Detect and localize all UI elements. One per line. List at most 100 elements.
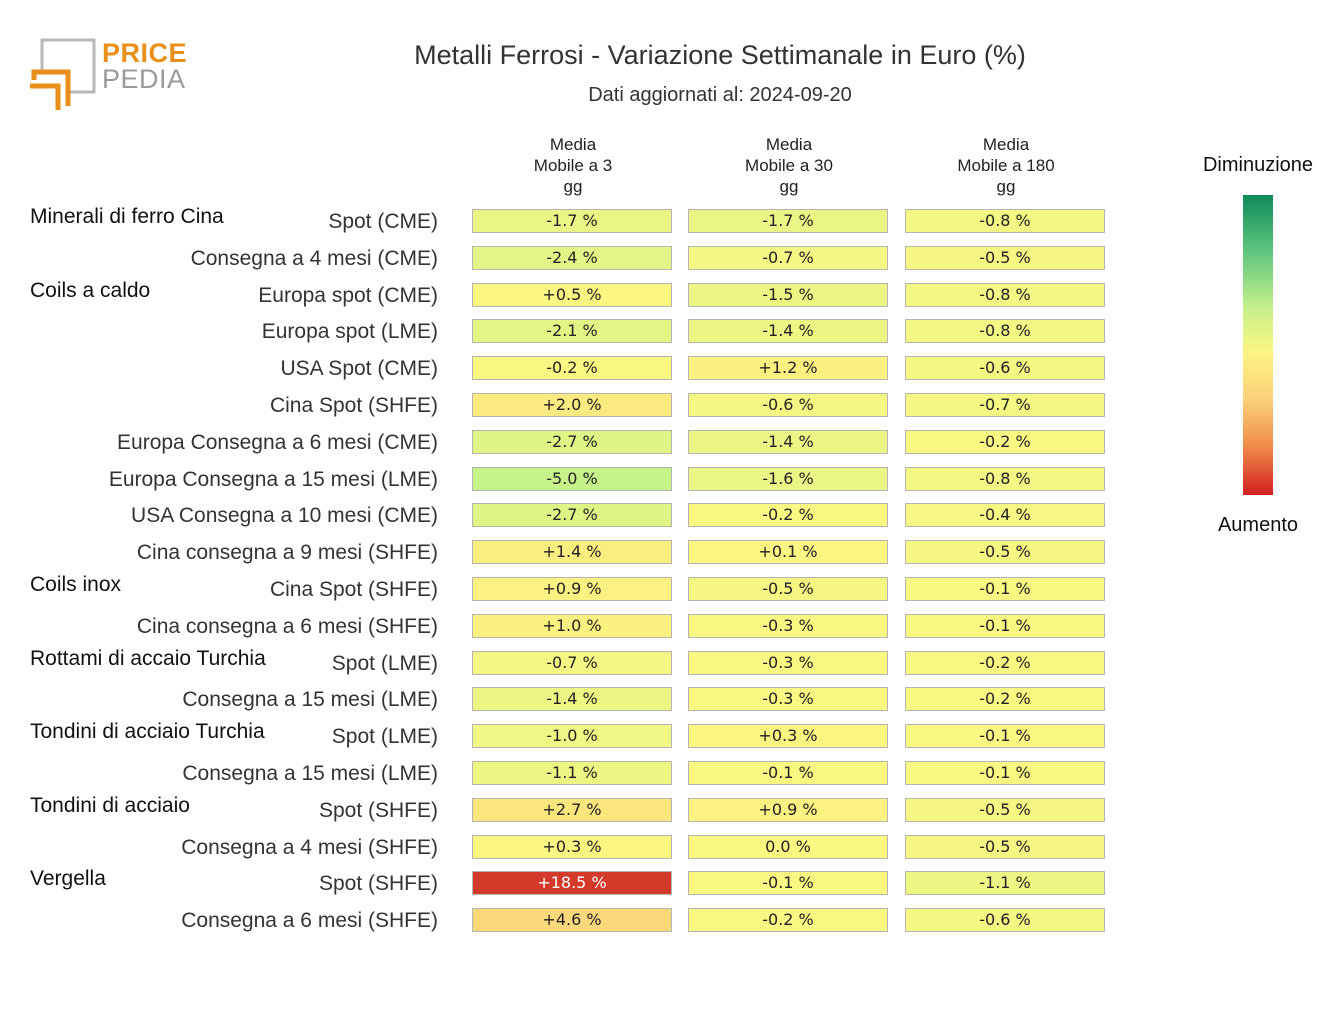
heatmap-cell: -0.4 % [905, 503, 1105, 528]
group-label: Minerali di ferro Cina [30, 205, 224, 228]
heatmap-cell: -0.7 % [472, 650, 672, 675]
heatmap-cell: -0.2 % [905, 650, 1105, 675]
heatmap-cell: -0.3 % [688, 650, 888, 675]
heatmap-cell: -0.3 % [688, 687, 888, 712]
heatmap-cell: +0.3 % [472, 834, 672, 859]
row-label: Cina consegna a 9 mesi (SHFE) [136, 541, 438, 565]
heatmap-cell: -1.1 % [905, 871, 1105, 896]
row-label: Europa spot (LME) [261, 320, 438, 344]
heatmap-cell: +0.3 % [688, 724, 888, 749]
group-label: Coils inox [30, 573, 122, 596]
group-label: Tondini di acciaio [30, 793, 190, 817]
row-label: USA Spot (CME) [280, 357, 438, 381]
row-label: Spot (CME) [328, 210, 438, 233]
row-label: Cina consegna a 6 mesi (SHFE) [136, 614, 438, 638]
column-header-line: Media [549, 135, 597, 154]
heatmap-cell: -0.7 % [905, 393, 1105, 417]
heatmap-cell: -0.8 % [905, 282, 1105, 307]
row-label: Cina Spot (SHFE) [269, 394, 438, 417]
row-label: Europa Consegna a 15 mesi (LME) [108, 467, 438, 491]
heatmap-cell: +18.5 % [472, 871, 672, 896]
heatmap-cell: -0.6 % [905, 356, 1105, 381]
heatmap-cell: -0.2 % [688, 908, 888, 933]
column-header-line: Mobile a 3 [533, 156, 613, 175]
heatmap-cell: -2.1 % [472, 319, 672, 344]
legend-bottom-label: Aumento [1217, 514, 1299, 536]
column-header-line: Media [982, 135, 1030, 154]
heatmap-cell: -0.5 % [905, 540, 1105, 565]
row-label: Cina Spot (SHFE) [269, 578, 438, 601]
row-label: Consegna a 6 mesi (SHFE) [181, 909, 438, 933]
column-header: Media Mobile a 30 gg [688, 134, 890, 197]
legend-color-bar [1243, 195, 1273, 495]
group-label: Coils a caldo [30, 278, 151, 302]
heatmap-cell: -2.7 % [472, 429, 672, 454]
column-header: Media Mobile a 180 gg [905, 134, 1107, 197]
column-header-line: gg [563, 177, 583, 196]
heatmap-cell: +0.5 % [472, 282, 672, 307]
heatmap-cell: -1.4 % [472, 687, 672, 712]
heatmap-cell: -2.7 % [472, 503, 672, 528]
group-label: Tondini di acciaio Turchia [30, 720, 265, 744]
heatmap-cell: -0.8 % [905, 466, 1105, 491]
heatmap-cell: -0.1 % [905, 577, 1105, 601]
heatmap-cell: +4.6 % [472, 908, 672, 933]
heatmap-cell: -1.6 % [688, 466, 888, 491]
heatmap-cell: -0.1 % [905, 761, 1105, 785]
heatmap-cell: -1.5 % [688, 282, 888, 307]
row-label: Consegna a 15 mesi (LME) [182, 762, 438, 785]
row-label: Europa Consegna a 6 mesi (CME) [117, 430, 438, 454]
heatmap-cell: -1.1 % [472, 761, 672, 785]
heatmap-cell: -0.5 % [905, 834, 1105, 859]
heatmap-cell: 0.0 % [688, 834, 888, 859]
heatmap-cell: -0.6 % [905, 908, 1105, 933]
heatmap-cell: -0.5 % [905, 245, 1105, 270]
row-label: Spot (LME) [331, 725, 438, 749]
heatmap-cell: -1.7 % [688, 209, 888, 233]
heatmap-cell: +0.1 % [688, 540, 888, 565]
column-header: Media Mobile a 3 gg [472, 134, 674, 197]
column-header-line: Media [765, 135, 813, 154]
row-label: Spot (SHFE) [318, 872, 438, 896]
heatmap-cell: -2.4 % [472, 245, 672, 270]
group-label: Rottami di accaio Turchia [30, 646, 266, 670]
row-label: Consegna a 15 mesi (LME) [182, 688, 438, 712]
column-header-line: gg [779, 177, 799, 196]
heatmap-cell: +1.4 % [472, 540, 672, 565]
heatmap-cell: -5.0 % [472, 466, 672, 491]
logo-text-price: PRICE [102, 38, 188, 68]
heatmap-cell: -0.1 % [905, 613, 1105, 638]
heatmap-cell: +1.2 % [688, 356, 888, 381]
heatmap-cell: -0.2 % [472, 356, 672, 381]
heatmap-cell: -0.5 % [688, 577, 888, 601]
heatmap-cell: +0.9 % [688, 797, 888, 822]
row-label: Consegna a 4 mesi (SHFE) [181, 835, 438, 859]
column-header-line: Mobile a 30 [745, 156, 833, 175]
heatmap-cell: -0.8 % [905, 319, 1105, 344]
heatmap-cell: -1.0 % [472, 724, 672, 749]
pricepedia-logo: PRICE PEDIA [28, 36, 188, 112]
heatmap-cell: -0.3 % [688, 613, 888, 638]
row-label: Spot (LME) [331, 651, 438, 675]
column-header-line: gg [996, 177, 1016, 196]
heatmap-cell: -1.4 % [688, 429, 888, 454]
heatmap-cell: +2.7 % [472, 797, 672, 822]
row-label: Spot (SHFE) [318, 798, 438, 822]
group-label: Vergella [30, 867, 106, 891]
heatmap-cell: -0.8 % [905, 209, 1105, 233]
heatmap-cell: -0.1 % [688, 761, 888, 785]
heatmap-cell: -1.7 % [472, 209, 672, 233]
heatmap-cell: +2.0 % [472, 393, 672, 417]
heatmap-cell: -0.2 % [905, 429, 1105, 454]
heatmap-cell: +0.9 % [472, 577, 672, 601]
row-label: Europa spot (CME) [258, 283, 438, 307]
heatmap-cell: -0.2 % [688, 503, 888, 528]
heatmap-cell: -0.5 % [905, 797, 1105, 822]
heatmap-cell: -0.7 % [688, 245, 888, 270]
heatmap-cell: -1.4 % [688, 319, 888, 344]
row-label: USA Consegna a 10 mesi (CME) [131, 504, 438, 528]
chart-title: Metalli Ferrosi - Variazione Settimanale… [414, 40, 1026, 70]
heatmap-cell: -0.6 % [688, 393, 888, 417]
logo-text-pedia: PEDIA [102, 64, 186, 94]
legend-top-label: Diminuzione [1202, 154, 1314, 176]
